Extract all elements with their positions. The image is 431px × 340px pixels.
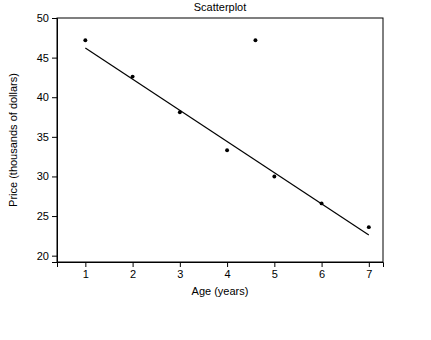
- x-tick-mark: [85, 262, 86, 267]
- y-tick-mark: [52, 216, 57, 217]
- y-tick: 40: [37, 91, 57, 103]
- y-axis: 20 25 30 35 40 45 50: [37, 12, 58, 262]
- x-axis-line: [58, 263, 384, 268]
- x-tick: 5: [272, 262, 278, 280]
- x-tick-label: 3: [177, 268, 183, 280]
- x-tick: 2: [130, 262, 136, 280]
- plot-frame: [57, 18, 383, 262]
- y-tick-label: 25: [37, 210, 49, 222]
- x-tick: 6: [319, 262, 325, 280]
- x-tick-label: 5: [272, 268, 278, 280]
- chart: 123456720253035404550ScatterplotAge (yea…: [0, 0, 431, 340]
- point: [253, 38, 257, 42]
- y-tick: 50: [37, 12, 57, 24]
- x-tick-label: 2: [130, 268, 136, 280]
- x-tick-label: 6: [319, 268, 325, 280]
- y-tick: 20: [37, 250, 57, 262]
- y-tick-label: 30: [37, 170, 49, 182]
- y-tick-mark: [52, 176, 57, 177]
- y-axis-title: Price (thousands of dollars): [7, 73, 19, 207]
- point: [367, 225, 371, 229]
- x-tick: 1: [83, 262, 89, 280]
- point: [83, 38, 87, 42]
- y-tick-label: 35: [37, 131, 49, 143]
- y-tick-label: 45: [37, 52, 49, 64]
- x-tick-mark: [133, 262, 134, 267]
- x-tick: 7: [366, 262, 372, 280]
- fit-line: [85, 48, 368, 235]
- y-tick-mark: [52, 58, 57, 59]
- y-tick-mark: [52, 137, 57, 138]
- x-tick-mark: [369, 262, 370, 267]
- y-axis-line: [52, 19, 58, 263]
- x-tick: 3: [177, 262, 183, 280]
- x-tick-label: 1: [83, 268, 89, 280]
- y-tick-mark: [52, 18, 57, 19]
- title: Scatterplot: [194, 1, 247, 13]
- point: [272, 174, 276, 178]
- x-tick-mark: [227, 262, 228, 267]
- y-tick-label: 20: [37, 250, 49, 262]
- y-tick: 45: [37, 52, 57, 64]
- y-tick: 35: [37, 131, 57, 143]
- x-tick-label: 7: [366, 268, 372, 280]
- point: [225, 148, 229, 152]
- plot-area: 123456720253035404550: [37, 12, 384, 280]
- marks: [83, 38, 370, 235]
- y-tick-label: 40: [37, 91, 49, 103]
- y-tick-label: 50: [37, 12, 49, 24]
- x-axis-title: Age (years): [192, 285, 249, 297]
- x-tick-mark: [322, 262, 323, 267]
- x-tick-mark: [274, 262, 275, 267]
- y-tick-mark: [52, 97, 57, 98]
- x-tick-label: 4: [225, 268, 231, 280]
- y-tick: 30: [37, 170, 57, 182]
- x-tick-mark: [180, 262, 181, 267]
- x-tick: 4: [225, 262, 231, 280]
- x-axis: 1 2 3 4 5 6 7: [58, 262, 384, 280]
- y-tick-mark: [52, 256, 57, 257]
- y-tick: 25: [37, 210, 57, 222]
